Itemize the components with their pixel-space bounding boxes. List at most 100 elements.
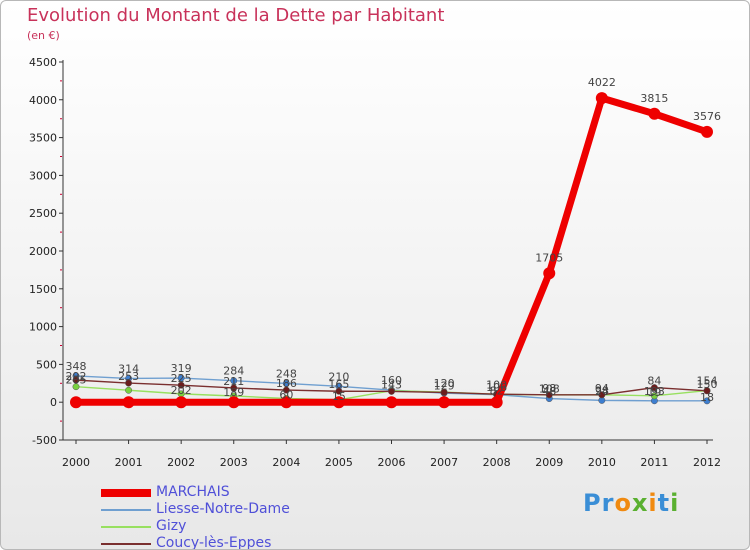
data-label: 150 [697,378,718,391]
data-label: 3815 [640,92,668,105]
x-tick-label: 2005 [325,456,353,469]
x-tick-label: 2004 [272,456,300,469]
x-tick-label: 2009 [535,456,563,469]
data-label: 84 [647,375,661,388]
y-tick-label: 500 [36,358,57,371]
brand-logo: Proxiti [583,489,679,517]
data-point-marchais [595,92,608,105]
data-label: 205 [66,374,87,387]
data-point-liesse-notre-dame [177,374,185,382]
y-tick-label: 2500 [29,207,57,220]
data-point-marchais [122,396,135,409]
data-label: 100 [486,379,507,392]
brand-letter: o [614,489,632,517]
data-point-gizy [125,386,133,394]
data-point-marchais [70,396,82,409]
data-point-coucy-l-s-eppes [177,381,185,389]
data-label: 120 [434,377,455,390]
brand-letter: i [648,489,658,517]
data-point-liesse-notre-dame [703,397,711,405]
data-label: 319 [171,362,192,375]
data-label: 143 [381,378,402,391]
x-tick-label: 2008 [483,456,511,469]
y-tick-label: 1000 [29,321,57,334]
legend-label: Gizy [156,518,187,534]
data-label: 19 [647,386,661,399]
data-point-coucy-l-s-eppes [598,391,606,399]
data-label: 292 [66,370,87,383]
legend-label: Liesse-Notre-Dame [156,501,290,517]
data-label: 248 [276,367,297,380]
data-label: 18 [700,391,714,404]
data-point-coucy-l-s-eppes [703,387,711,395]
data-point-coucy-l-s-eppes [282,386,290,394]
x-tick-label: 2000 [62,456,90,469]
brand-letter: P [583,489,602,517]
legend-swatch [101,489,151,497]
data-point-marchais [385,396,398,409]
data-label: 253 [118,370,139,383]
data-label: 3576 [693,110,721,123]
data-point-gizy [650,392,658,400]
data-label: 284 [223,365,244,378]
data-label: 189 [223,386,244,399]
chart-subtitle: (en €) [27,29,60,42]
data-point-marchais [227,396,240,409]
data-point-coucy-l-s-eppes [230,384,238,392]
data-label: 225 [171,372,192,385]
brand-letter: i [670,489,680,517]
data-point-marchais [280,396,293,409]
data-label: 186 [276,377,297,390]
data-label: 98 [542,382,556,395]
data-point-marchais [332,396,345,409]
legend-swatch [101,543,151,545]
x-tick-label: 2011 [640,456,668,469]
data-point-marchais [490,396,503,409]
y-tick-label: 4000 [29,94,57,107]
data-label: 211 [223,375,244,388]
x-tick-label: 2010 [588,456,616,469]
data-point-liesse-notre-dame [230,377,238,385]
data-label: 24 [595,385,609,398]
data-label: 129 [434,379,455,392]
x-tick-label: 2006 [378,456,406,469]
data-point-coucy-l-s-eppes [72,376,80,384]
data-point-liesse-notre-dame [282,380,290,387]
data-label: 94 [595,382,609,395]
data-point-marchais [648,107,661,120]
legend-label: Coucy-lès-Eppes [156,535,272,550]
data-label: 348 [66,360,87,373]
legend-swatch [101,526,151,528]
data-point-coucy-l-s-eppes [125,379,133,387]
data-point-coucy-l-s-eppes [545,391,553,399]
y-tick-label: 4500 [29,56,57,69]
data-point-coucy-l-s-eppes [440,388,448,396]
brand-letter: r [601,489,615,517]
data-point-coucy-l-s-eppes [335,387,343,395]
data-point-marchais [543,267,556,280]
data-label: 160 [381,374,402,387]
x-tick-label: 2012 [693,456,721,469]
x-tick-label: 2001 [115,456,143,469]
data-point-marchais [438,396,451,409]
y-tick-label: 0 [50,396,57,409]
data-label: 82 [490,384,504,397]
data-label: 1705 [535,251,563,264]
data-label: 106 [486,381,507,394]
y-tick-label: 3500 [29,132,57,145]
data-point-marchais [701,125,713,138]
data-label: 108 [539,383,560,396]
y-tick-label: -500 [32,434,57,447]
data-label: 48 [542,385,556,398]
brand-letter: x [631,489,649,517]
brand-letter: t [657,489,671,517]
x-tick-label: 2007 [430,456,458,469]
y-tick-label: 1500 [29,283,57,296]
data-label: 98 [595,384,609,397]
data-label: 202 [171,384,192,397]
y-tick-label: 2000 [29,245,57,258]
data-point-coucy-l-s-eppes [388,387,395,395]
series-line-marchais [76,94,709,406]
